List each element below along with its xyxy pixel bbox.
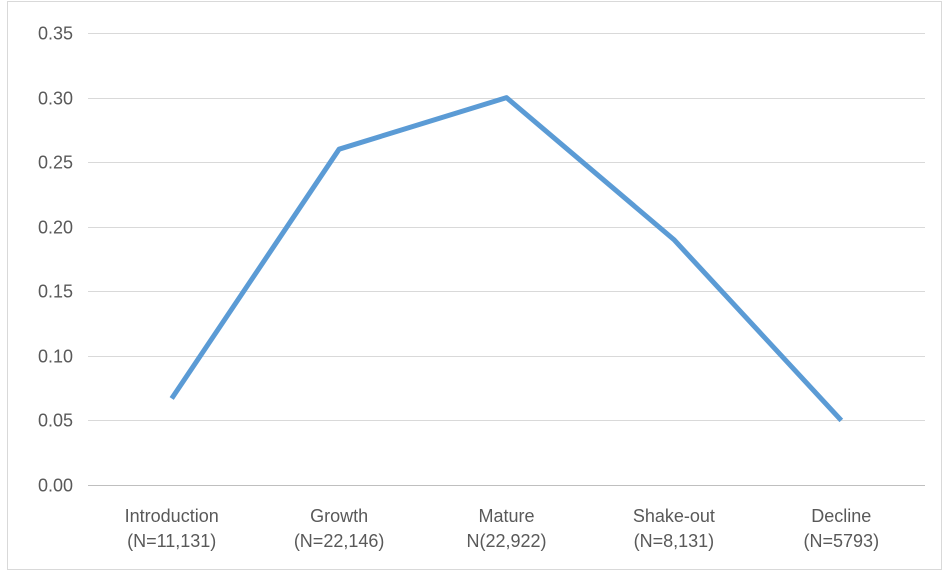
y-tick-label: 0.00 [38, 476, 73, 496]
y-tick-label: 0.05 [38, 411, 73, 431]
y-tick-label: 0.30 [38, 89, 73, 109]
x-axis-category-labels: Introduction (N=11,131) Growth (N=22,146) Ma… [125, 506, 879, 551]
y-axis-tick-labels: 0.00 0.05 0.10 0.15 0.20 0.25 0.30 0.35 [38, 24, 73, 496]
y-tick-label: 0.20 [38, 218, 73, 238]
gridlines [88, 34, 925, 486]
y-tick-label: 0.35 [38, 24, 73, 44]
series-line [172, 98, 842, 421]
x-category-label: Introduction (N=11,131) [125, 506, 219, 551]
y-tick-label: 0.15 [38, 282, 73, 302]
y-tick-label: 0.25 [38, 153, 73, 173]
y-tick-label: 0.10 [38, 347, 73, 367]
x-category-label: Growth (N=22,146) [294, 506, 385, 551]
x-category-label: Mature N(22,922) [466, 506, 546, 551]
series-group [172, 98, 842, 421]
x-category-label: Shake-out (N=8,131) [633, 506, 715, 551]
x-category-label: Decline (N=5793) [804, 506, 880, 551]
